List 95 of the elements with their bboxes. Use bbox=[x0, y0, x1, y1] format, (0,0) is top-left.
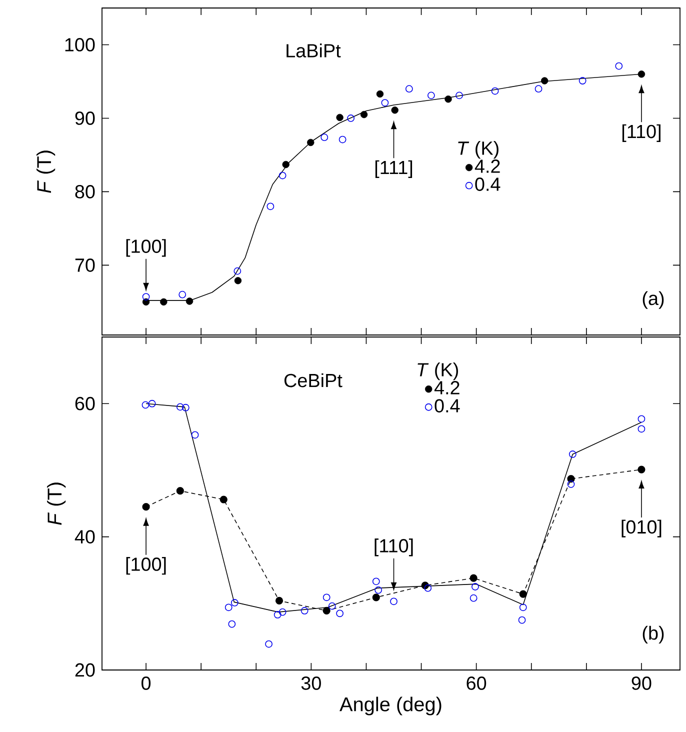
y-tick-label: 40 bbox=[74, 530, 95, 544]
legend-label: 4.2 bbox=[474, 160, 500, 173]
point bbox=[224, 604, 232, 612]
point bbox=[278, 608, 286, 616]
x-tick-label: 30 bbox=[301, 676, 321, 690]
annotation: [100] bbox=[126, 557, 166, 575]
point bbox=[391, 106, 398, 114]
annotation: [010] bbox=[622, 520, 662, 538]
point bbox=[534, 85, 542, 93]
point bbox=[390, 598, 398, 606]
point bbox=[638, 70, 646, 78]
point bbox=[178, 290, 186, 298]
point bbox=[470, 594, 478, 602]
point bbox=[282, 160, 290, 168]
point bbox=[328, 602, 336, 610]
point bbox=[191, 431, 199, 439]
point bbox=[615, 62, 623, 70]
point bbox=[176, 403, 184, 411]
point bbox=[578, 77, 586, 84]
point bbox=[142, 401, 150, 409]
y-tick-label: 20 bbox=[75, 663, 95, 677]
annotation: [110] bbox=[374, 538, 413, 556]
legend-title: T (K) bbox=[418, 362, 458, 380]
annotation: [111] bbox=[375, 160, 412, 178]
annotation: (b) bbox=[642, 626, 664, 644]
point bbox=[374, 586, 382, 594]
point bbox=[472, 583, 479, 590]
y-tick-label: 100 bbox=[65, 38, 95, 52]
point bbox=[176, 487, 184, 495]
point bbox=[338, 136, 346, 144]
point bbox=[230, 599, 238, 606]
point bbox=[320, 134, 328, 142]
annotation: [100] bbox=[126, 239, 166, 257]
point bbox=[372, 594, 380, 602]
point bbox=[266, 202, 274, 210]
annotation: [110] bbox=[622, 124, 660, 142]
y-axis-title: F (T) bbox=[47, 482, 66, 525]
point bbox=[234, 277, 242, 284]
x-tick-label: 90 bbox=[632, 676, 652, 690]
point bbox=[307, 138, 314, 146]
point bbox=[182, 404, 190, 412]
point bbox=[142, 293, 150, 300]
point bbox=[278, 172, 286, 180]
point bbox=[142, 503, 150, 511]
point bbox=[567, 480, 575, 488]
point bbox=[336, 114, 344, 122]
y-axis-title: F (T) bbox=[36, 150, 56, 193]
point bbox=[568, 450, 576, 458]
point bbox=[540, 77, 548, 84]
point bbox=[381, 99, 389, 106]
point bbox=[360, 110, 368, 118]
point bbox=[347, 114, 355, 122]
point bbox=[519, 604, 527, 612]
point bbox=[405, 85, 413, 93]
point bbox=[322, 594, 330, 602]
point bbox=[470, 574, 478, 582]
point bbox=[220, 496, 228, 504]
point bbox=[234, 267, 242, 275]
point bbox=[638, 425, 646, 433]
point bbox=[519, 590, 527, 598]
point bbox=[372, 578, 380, 586]
x-tick-label: 0 bbox=[142, 676, 151, 690]
legend-title: T (K) bbox=[458, 140, 498, 159]
x-axis-title: Angle (deg) bbox=[340, 696, 442, 716]
point bbox=[638, 415, 646, 423]
point bbox=[142, 298, 150, 306]
point bbox=[148, 400, 156, 408]
legend-label: 0.4 bbox=[475, 178, 500, 191]
point bbox=[638, 466, 646, 474]
y-tick-label: 70 bbox=[75, 258, 95, 272]
legend-label: 4.2 bbox=[434, 381, 460, 394]
point bbox=[300, 607, 308, 614]
point bbox=[491, 87, 499, 95]
text: LaBiPt bbox=[286, 44, 341, 58]
y-tick-label: 80 bbox=[75, 184, 95, 198]
annotation: (a) bbox=[642, 291, 664, 309]
point bbox=[336, 610, 344, 618]
y-tick-label: 90 bbox=[75, 112, 95, 125]
point bbox=[274, 611, 282, 618]
point bbox=[427, 92, 435, 100]
point bbox=[424, 584, 432, 592]
point bbox=[376, 90, 384, 98]
point bbox=[518, 616, 526, 624]
point bbox=[186, 298, 194, 305]
point bbox=[275, 596, 284, 605]
x-tick-label: 60 bbox=[466, 676, 486, 690]
point bbox=[160, 298, 168, 306]
point bbox=[444, 96, 452, 103]
point bbox=[265, 640, 272, 648]
text: CeBiPt bbox=[284, 373, 342, 388]
point bbox=[456, 92, 463, 100]
point bbox=[322, 606, 330, 615]
legend-label: 0.4 bbox=[434, 399, 460, 412]
y-tick-label: 60 bbox=[75, 396, 95, 410]
point bbox=[228, 620, 236, 628]
